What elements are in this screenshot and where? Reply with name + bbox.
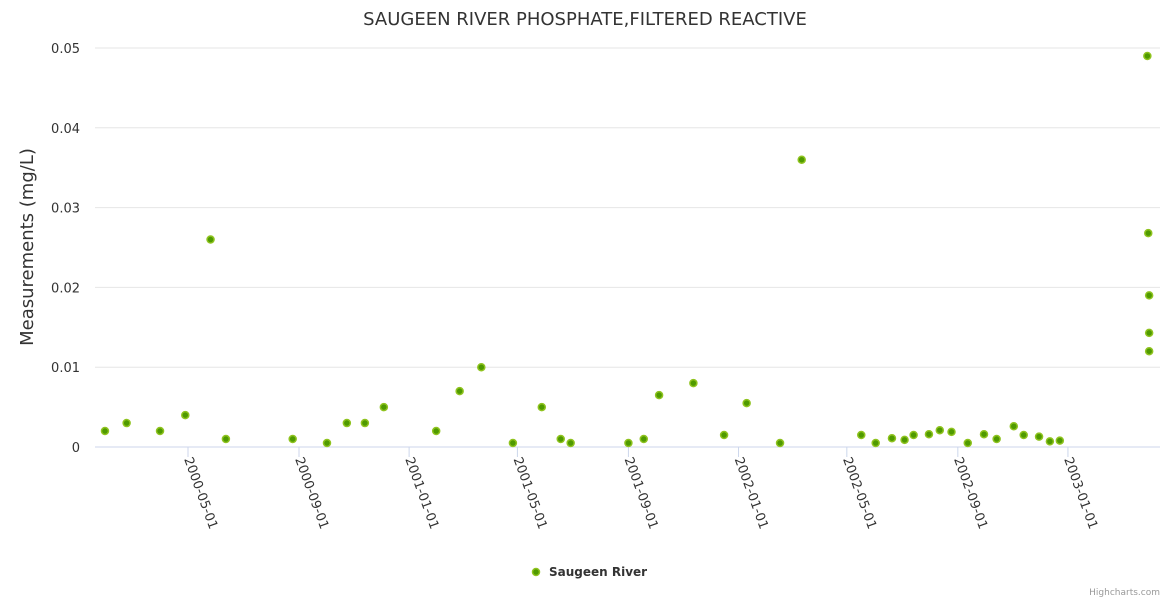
data-point[interactable] — [1144, 328, 1154, 338]
x-tick-label: 2001-09-01 — [621, 455, 661, 531]
x-tick-label: 2001-05-01 — [510, 455, 550, 531]
data-point[interactable] — [1009, 422, 1019, 431]
data-point[interactable] — [900, 435, 909, 445]
data-point[interactable] — [455, 386, 464, 396]
data-point[interactable] — [1034, 432, 1044, 441]
data-point[interactable] — [566, 438, 575, 448]
data-point[interactable] — [639, 434, 649, 444]
data-point[interactable] — [742, 398, 751, 408]
data-point[interactable] — [322, 438, 332, 448]
x-tick-label: 2002-01-01 — [731, 455, 771, 531]
data-point[interactable] — [887, 433, 897, 443]
data-point[interactable] — [624, 438, 633, 448]
data-point[interactable] — [221, 434, 231, 444]
data-point[interactable] — [206, 235, 215, 244]
data-point[interactable] — [1144, 291, 1154, 300]
x-tick-label: 2000-05-01 — [180, 455, 220, 531]
legend-marker — [531, 567, 541, 577]
data-point[interactable] — [537, 402, 547, 412]
data-point[interactable] — [1019, 430, 1028, 440]
data-point[interactable] — [909, 430, 918, 440]
legend[interactable]: Saugeen River — [531, 565, 648, 579]
data-point[interactable] — [1055, 436, 1065, 445]
y-tick-label: 0.03 — [51, 202, 80, 217]
data-point[interactable] — [963, 438, 973, 448]
data-point[interactable] — [871, 438, 880, 448]
legend-item-saugeen-river[interactable]: Saugeen River — [549, 565, 647, 579]
data-point[interactable] — [1143, 51, 1152, 61]
data-point[interactable] — [654, 390, 664, 400]
x-tick-label: 2002-05-01 — [839, 455, 879, 531]
data-point[interactable] — [689, 378, 698, 388]
data-point[interactable] — [477, 362, 486, 372]
data-point[interactable] — [508, 438, 518, 448]
data-point[interactable] — [100, 426, 110, 436]
data-point[interactable] — [979, 429, 989, 439]
data-point[interactable] — [1144, 346, 1154, 356]
y-axis-title: Measurements (mg/L) — [17, 148, 38, 346]
data-point[interactable] — [797, 155, 806, 164]
data-point[interactable] — [935, 425, 945, 435]
data-point[interactable] — [992, 434, 1001, 444]
data-point[interactable] — [155, 426, 165, 436]
data-point[interactable] — [288, 434, 297, 444]
data-point[interactable] — [1144, 228, 1153, 238]
data-point[interactable] — [181, 410, 190, 420]
y-tick-label: 0 — [72, 441, 80, 456]
data-point[interactable] — [342, 418, 352, 428]
data-point[interactable] — [719, 430, 729, 440]
data-point[interactable] — [431, 426, 441, 436]
y-tick-label: 0.01 — [51, 361, 80, 376]
x-tick-label: 2003-01-01 — [1060, 455, 1100, 531]
data-point[interactable] — [122, 418, 131, 428]
data-point[interactable] — [924, 429, 934, 439]
credits-link[interactable]: Highcharts.com — [1089, 588, 1160, 598]
x-tick-label: 2002-09-01 — [950, 455, 990, 531]
x-tick-label: 2000-09-01 — [291, 455, 331, 531]
chart-title: SAUGEEN RIVER PHOSPHATE,FILTERED REACTIV… — [363, 9, 807, 30]
y-tick-label: 0.05 — [51, 42, 80, 57]
data-point[interactable] — [379, 402, 389, 412]
data-point[interactable] — [947, 427, 956, 437]
data-point[interactable] — [360, 418, 370, 428]
x-tick-label: 2001-01-01 — [401, 455, 441, 531]
data-point[interactable] — [556, 434, 565, 444]
data-point[interactable] — [1045, 437, 1055, 446]
y-tick-label: 0.04 — [51, 122, 80, 137]
y-tick-label: 0.02 — [51, 281, 80, 296]
data-point[interactable] — [857, 430, 866, 440]
data-point[interactable] — [775, 438, 785, 448]
